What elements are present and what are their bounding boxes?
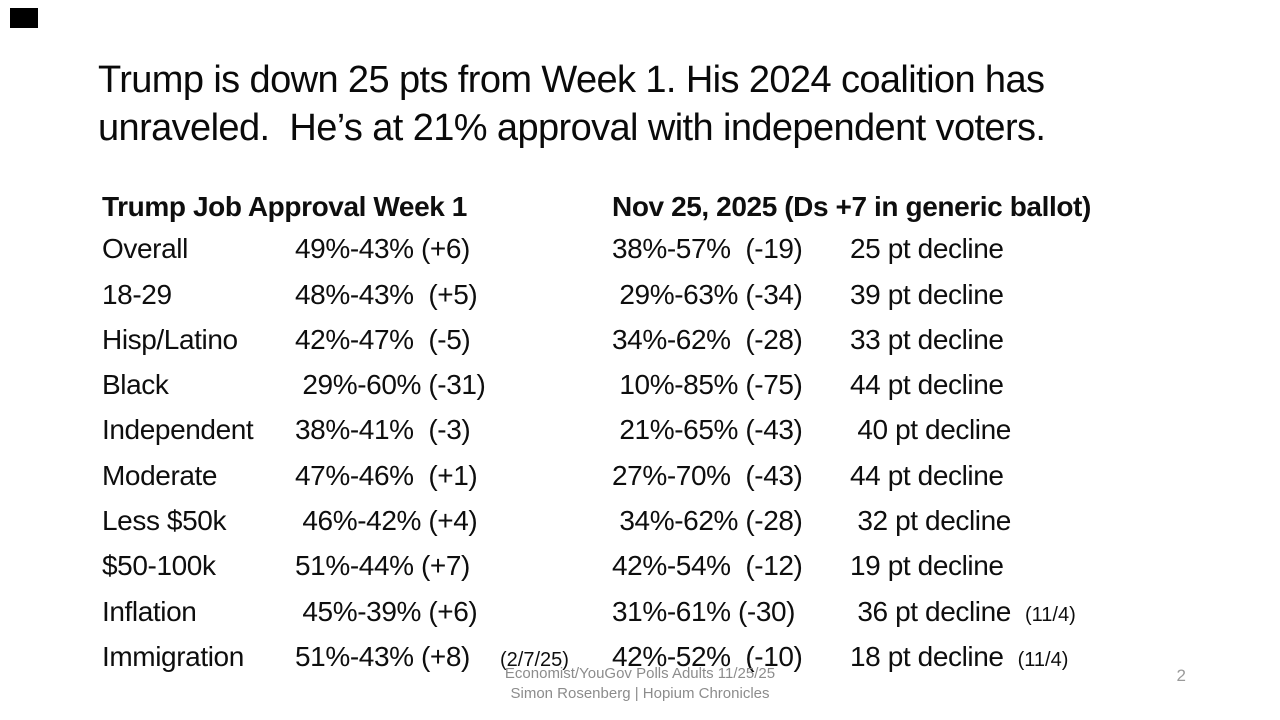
header-week1: Trump Job Approval Week 1 (102, 191, 467, 222)
row-label: Independent (102, 414, 254, 446)
decline-cell: 36 pt decline (11/4) (850, 591, 1091, 636)
decline-date-note: (11/4) (1024, 603, 1076, 626)
table-row: Independent 38%-41% (-3) 21%-65% (-43) 4… (102, 409, 1091, 454)
week1-value: 38%-41% (-3) (295, 414, 471, 446)
nov25-value: 31%-61% (-30) (612, 595, 796, 627)
week1-value: 45%-39% (+6) (295, 595, 478, 627)
decline-cell: 44 pt decline (850, 455, 1091, 500)
decline-value: 36 pt decline (850, 595, 1011, 627)
nov25-value: 34%-62% (-28) (612, 505, 803, 537)
table-row: Inflation 45%-39% (+6) 31%-61% (-30) 36 … (102, 591, 1091, 636)
nov25-value: 29%-63% (-34) (612, 278, 803, 310)
table-row: Black 29%-60% (-31) 10%-85% (-75) 44 pt … (102, 364, 1091, 409)
nov25-value: 27%-70% (-43) (612, 459, 803, 491)
slide-title: Trump is down 25 pts from Week 1. His 20… (98, 56, 1046, 152)
nov25-value: 34%-62% (-28) (612, 323, 803, 355)
row-label: Moderate (102, 459, 218, 491)
decline-cell: 40 pt decline (850, 409, 1091, 454)
week1-value: 49%-43% (+6) (295, 233, 470, 265)
decline-cell: 33 pt decline (850, 319, 1091, 364)
row-label: 18-29 (102, 278, 172, 310)
row-label: $50-100k (102, 550, 216, 582)
week1-value: 42%-47% (-5) (295, 323, 471, 355)
row-label: Black (102, 369, 169, 401)
footer-source-line: Economist/YouGov Polls Adults 11/25/25 (504, 665, 776, 682)
table-row: Immigration 51%-43% (+8) (2/7/25) 42%-52… (102, 636, 1091, 681)
decline-cell: 25 pt decline (850, 228, 1091, 273)
table-row: Less $50k 46%-42% (+4) 34%-62% (-28) 32 … (102, 500, 1091, 545)
row-label: Immigration (102, 640, 244, 672)
poll-table: Trump Job Approval Week 1 Nov 25, 2025 (… (102, 186, 1091, 681)
row-label: Less $50k (102, 505, 227, 537)
table-row: Overall 49%-43% (+6) 38%-57% (-19) 25 pt… (102, 228, 1091, 273)
decline-value: 25 pt decline (850, 233, 1004, 265)
decline-cell: 19 pt decline (850, 545, 1091, 590)
title-line-1: Trump is down 25 pts from Week 1. His 20… (98, 59, 1045, 101)
decline-cell: 39 pt decline (850, 274, 1091, 319)
row-label: Hisp/Latino (102, 323, 238, 355)
corner-mark (10, 8, 38, 28)
decline-value: 32 pt decline (850, 505, 1011, 537)
table-header-row: Trump Job Approval Week 1 Nov 25, 2025 (… (102, 186, 1091, 228)
decline-cell: 44 pt decline (850, 364, 1091, 409)
decline-cell: 18 pt decline (11/4) (850, 636, 1091, 681)
row-label: Overall (102, 233, 188, 265)
decline-value: 44 pt decline (850, 459, 1004, 491)
nov25-value: 38%-57% (-19) (612, 233, 803, 265)
decline-value: 39 pt decline (850, 278, 1004, 310)
nov25-value: 10%-85% (-75) (612, 369, 803, 401)
decline-value: 40 pt decline (850, 414, 1011, 446)
slide-footer: Economist/YouGov Polls Adults 11/25/25 S… (0, 664, 1280, 704)
table-row: 18-29 48%-43% (+5) 29%-63% (-34) 39 pt d… (102, 274, 1091, 319)
table-row: Moderate 47%-46% (+1) 27%-70% (-43) 44 p… (102, 455, 1091, 500)
week1-value: 29%-60% (-31) (295, 369, 486, 401)
week1-date-note: (2/7/25) (500, 648, 569, 671)
decline-value: 44 pt decline (850, 369, 1004, 401)
week1-value: 47%-46% (+1) (295, 459, 478, 491)
table-row: $50-100k 51%-44% (+7) 42%-54% (-12) 19 p… (102, 545, 1091, 590)
week1-value: 48%-43% (+5) (295, 278, 478, 310)
nov25-value: 21%-65% (-43) (612, 414, 803, 446)
decline-date-note: (11/4) (1017, 648, 1069, 671)
footer-author-line: Simon Rosenberg | Hopium Chronicles (510, 685, 770, 702)
week1-value: 51%-44% (+7) (295, 550, 470, 582)
nov25-value: 42%-54% (-12) (612, 550, 803, 582)
decline-value: 18 pt decline (850, 640, 1004, 672)
nov25-value: 42%-52% (-10) (612, 640, 803, 672)
decline-value: 33 pt decline (850, 323, 1004, 355)
week1-value: 46%-42% (+4) (295, 505, 478, 537)
table-row: Hisp/Latino 42%-47% (-5) 34%-62% (-28) 3… (102, 319, 1091, 364)
week1-value: 51%-43% (+8) (295, 640, 470, 672)
page-number: 2 (1176, 666, 1186, 685)
decline-value: 19 pt decline (850, 550, 1004, 582)
title-line-2: unraveled. He’s at 21% approval with ind… (98, 107, 1046, 149)
decline-cell: 32 pt decline (850, 500, 1091, 545)
row-label: Inflation (102, 595, 197, 627)
header-nov25: Nov 25, 2025 (Ds +7 in generic ballot) (612, 191, 1091, 222)
